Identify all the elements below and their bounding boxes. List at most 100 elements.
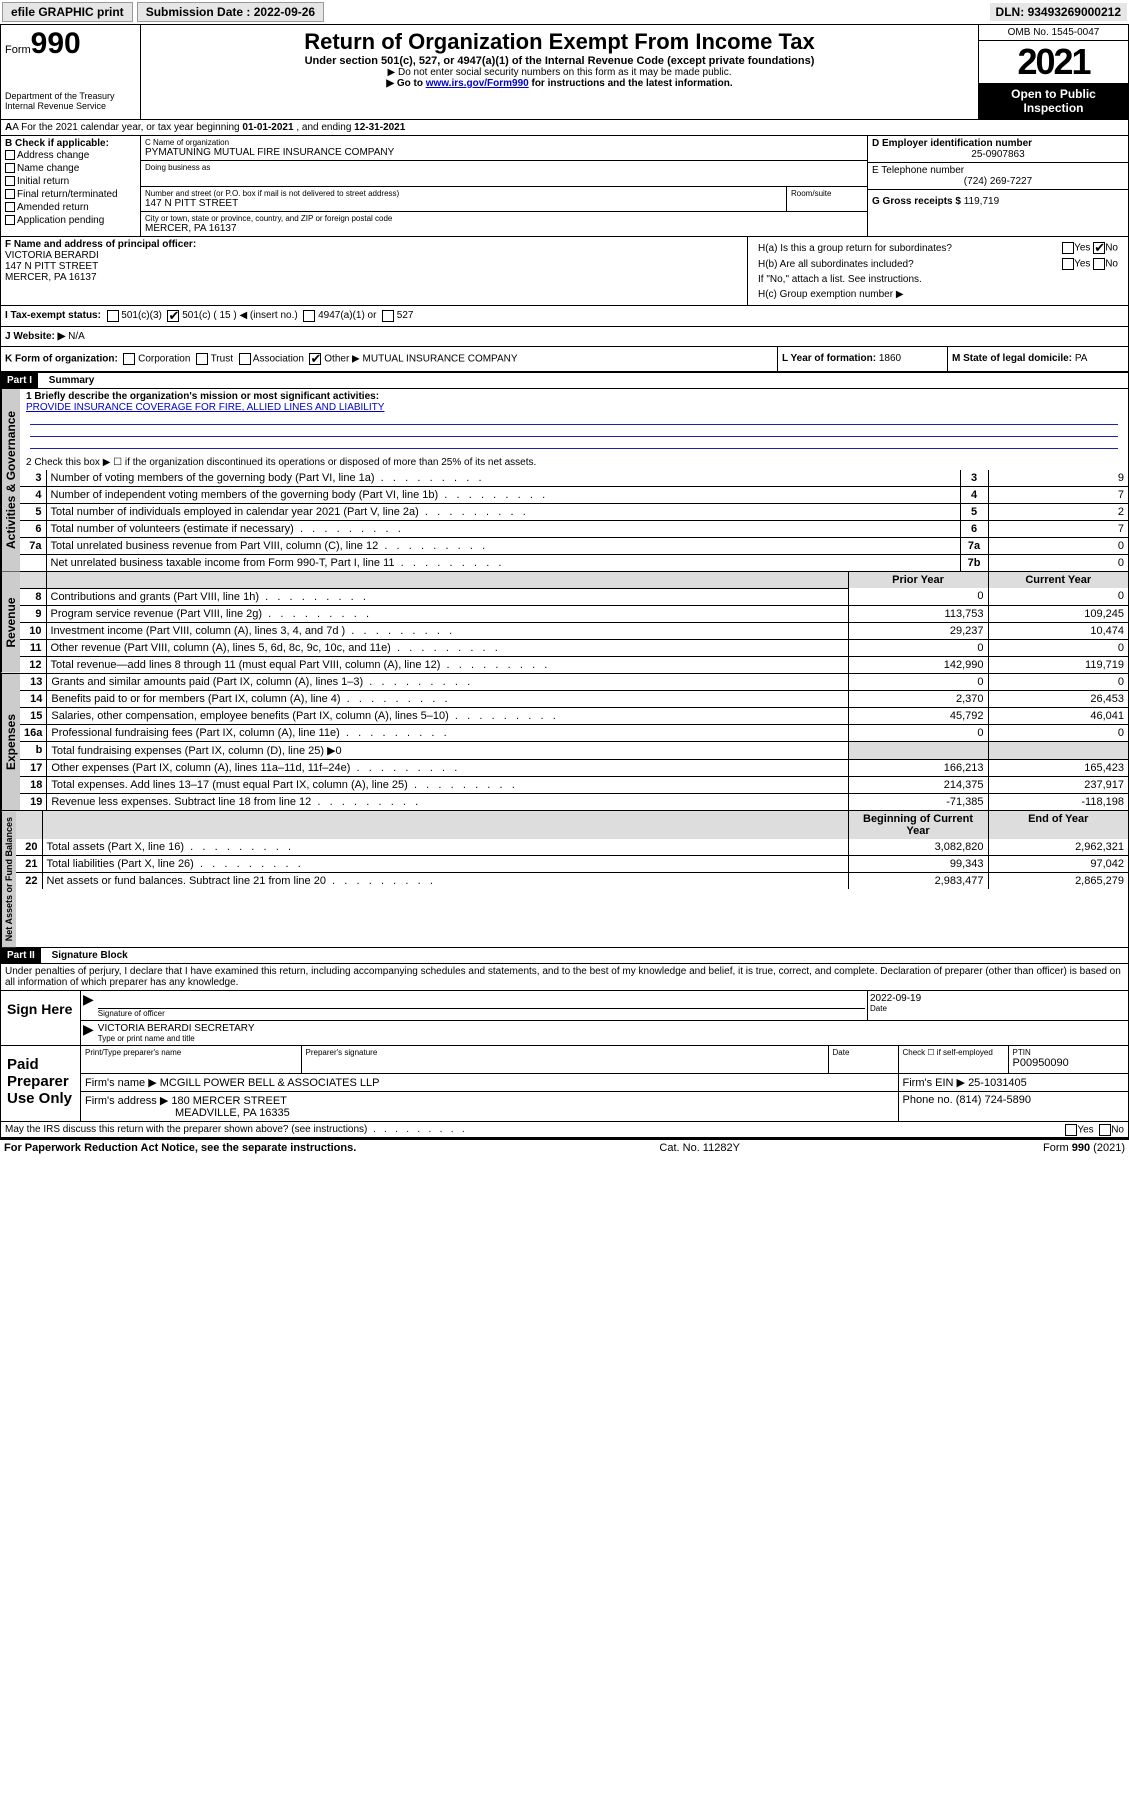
line-num: 5 [20, 504, 46, 521]
i-501c3[interactable] [107, 310, 119, 322]
submission-date-label: Submission Date : 2022-09-26 [137, 2, 324, 22]
box-m-label: M State of legal domicile: [952, 353, 1072, 364]
hb-no[interactable] [1093, 258, 1105, 270]
phone-value: (724) 269-7227 [872, 176, 1124, 187]
firm-ein: 25-1031405 [968, 1077, 1027, 1089]
line-box: 7a [960, 538, 988, 555]
check-initial-return[interactable]: Initial return [5, 175, 136, 188]
line-box: 3 [960, 470, 988, 487]
form-footer: Form 990 (2021) [1043, 1142, 1125, 1154]
check-application-pending[interactable]: Application pending [5, 214, 136, 227]
paid-preparer-label: Paid Preparer Use Only [1, 1046, 81, 1121]
i-4947[interactable] [303, 310, 315, 322]
sig-officer-label: Signature of officer [98, 1009, 865, 1018]
k-corp[interactable] [123, 353, 135, 365]
current-value: 109,245 [988, 605, 1128, 622]
current-value: 2,962,321 [988, 839, 1128, 856]
current-value: 97,042 [988, 855, 1128, 872]
k-assoc[interactable] [239, 353, 251, 365]
i-501c[interactable] [167, 310, 179, 322]
line-num: 10 [20, 622, 46, 639]
line-text: Contributions and grants (Part VIII, lin… [46, 588, 848, 605]
ptin-value: P00950090 [1013, 1057, 1125, 1069]
cat-no: Cat. No. 11282Y [659, 1142, 740, 1154]
line-a-tax-year: AA For the 2021 calendar year, or tax ye… [1, 120, 1128, 136]
current-value: 2,865,279 [988, 872, 1128, 889]
line-box: 7b [960, 555, 988, 572]
line-value: 7 [988, 521, 1128, 538]
org-name: PYMATUNING MUTUAL FIRE INSURANCE COMPANY [145, 147, 863, 158]
line-value: 2 [988, 504, 1128, 521]
firm-phone: (814) 724-5890 [956, 1094, 1031, 1106]
form-subtitle: Under section 501(c), 527, or 4947(a)(1)… [145, 55, 974, 67]
line-text: Total expenses. Add lines 13–17 (must eq… [47, 776, 848, 793]
check-name-change[interactable]: Name change [5, 162, 136, 175]
dept-treasury: Department of the Treasury Internal Reve… [5, 91, 136, 111]
line-text: Benefits paid to or for members (Part IX… [47, 690, 848, 707]
line-text: Total assets (Part X, line 16) [42, 839, 848, 856]
dba-label: Doing business as [145, 163, 863, 172]
prior-value: 0 [848, 674, 988, 691]
line-text: Total unrelated business revenue from Pa… [46, 538, 960, 555]
current-value: 165,423 [988, 759, 1128, 776]
box-b-label: B Check if applicable: [5, 138, 136, 149]
efile-print-button[interactable]: efile GRAPHIC print [2, 2, 133, 22]
prior-value: 166,213 [848, 759, 988, 776]
check-final-return[interactable]: Final return/terminated [5, 188, 136, 201]
part1-title: Part I [1, 373, 38, 388]
sidetab-governance: Activities & Governance [1, 389, 20, 571]
city-label: City or town, state or province, country… [145, 214, 863, 223]
firm-name: MCGILL POWER BELL & ASSOCIATES LLP [160, 1077, 380, 1089]
hb-yes[interactable] [1062, 258, 1074, 270]
i-527[interactable] [382, 310, 394, 322]
prior-year-hdr: Prior Year [848, 572, 988, 588]
prior-value: 45,792 [848, 707, 988, 724]
current-value: 0 [988, 588, 1128, 605]
sidetab-revenue: Revenue [1, 572, 20, 673]
line-num: 4 [20, 487, 46, 504]
line-text: Number of voting members of the governin… [46, 470, 960, 487]
k-other[interactable] [309, 353, 321, 365]
sign-here-label: Sign Here [1, 991, 81, 1045]
ha-yes[interactable] [1062, 242, 1074, 254]
website-value: N/A [68, 331, 85, 342]
perjury-declaration: Under penalties of perjury, I declare th… [1, 964, 1128, 991]
line-num: 18 [20, 776, 47, 793]
boy-hdr: Beginning of Current Year [848, 811, 988, 839]
prep-selfemp-label[interactable]: Check ☐ if self-employed [903, 1048, 1004, 1057]
discuss-yes[interactable] [1065, 1124, 1077, 1136]
line-num: 22 [16, 872, 42, 889]
check-amended-return[interactable]: Amended return [5, 201, 136, 214]
firm-addr-label: Firm's address ▶ [85, 1095, 168, 1107]
part1-heading: Summary [41, 375, 95, 386]
ptin-label: PTIN [1013, 1048, 1125, 1057]
part2-title: Part II [1, 948, 41, 963]
line-text: Total number of individuals employed in … [46, 504, 960, 521]
h-b-label: H(b) Are all subordinates included? [754, 257, 1010, 271]
line-num: b [20, 741, 47, 759]
firm-addr2: MEADVILLE, PA 16335 [85, 1107, 290, 1119]
current-value: 26,453 [988, 690, 1128, 707]
org-city: MERCER, PA 16137 [145, 223, 863, 234]
ha-no[interactable] [1093, 242, 1105, 254]
line-num: 12 [20, 656, 46, 673]
officer-name: VICTORIA BERARDI [5, 250, 743, 261]
arrow-icon: ▶ [81, 991, 96, 1020]
sign-date: 2022-09-19 [870, 993, 1126, 1004]
box-e-label: E Telephone number [872, 165, 1124, 176]
line-value: 9 [988, 470, 1128, 487]
street-label: Number and street (or P.O. box if mail i… [145, 189, 782, 198]
mission-text[interactable]: PROVIDE INSURANCE COVERAGE FOR FIRE, ALL… [26, 402, 384, 413]
box-k-label: K Form of organization: [5, 354, 118, 365]
k-trust[interactable] [196, 353, 208, 365]
line-num: 16a [20, 724, 47, 741]
box-i-label: I Tax-exempt status: [5, 310, 101, 322]
check-address-change[interactable]: Address change [5, 149, 136, 162]
discuss-no[interactable] [1099, 1124, 1111, 1136]
prior-value: 3,082,820 [848, 839, 988, 856]
line-num: 14 [20, 690, 47, 707]
line-box: 5 [960, 504, 988, 521]
form-number: Form990 [5, 27, 136, 61]
irs-link[interactable]: www.irs.gov/Form990 [426, 78, 529, 89]
line-num: 7a [20, 538, 46, 555]
